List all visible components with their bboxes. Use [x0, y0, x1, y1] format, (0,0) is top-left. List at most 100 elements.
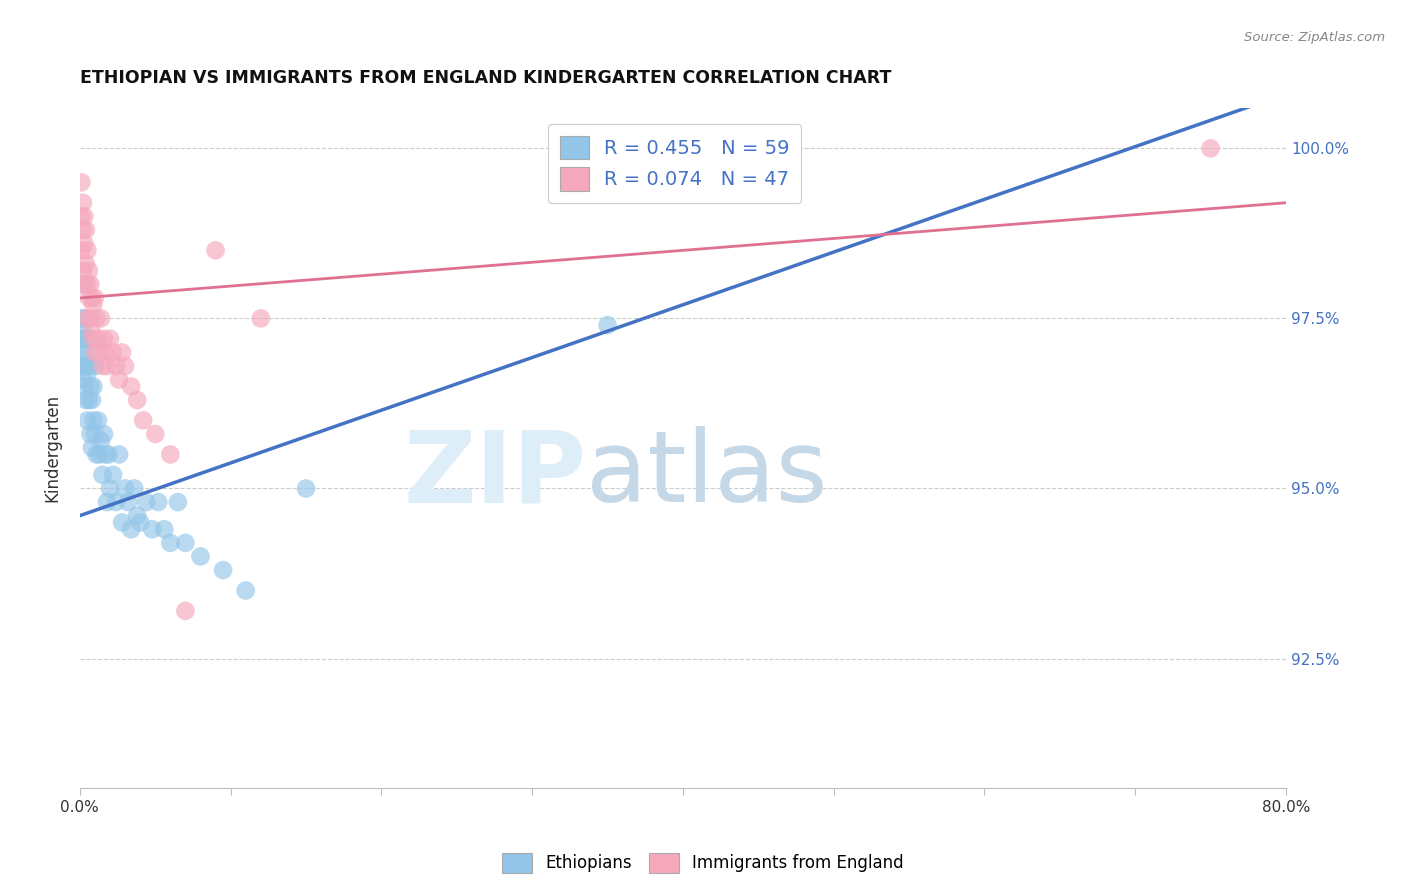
- Point: [295, 482, 318, 496]
- Point: [76, 277, 98, 292]
- Point: [93, 332, 115, 346]
- Point: [96, 495, 118, 509]
- Point: [75, 223, 97, 237]
- Point: [77, 291, 100, 305]
- Point: [141, 522, 163, 536]
- Point: [80, 392, 103, 407]
- Point: [117, 495, 139, 509]
- Text: Source: ZipAtlas.com: Source: ZipAtlas.com: [1244, 31, 1385, 45]
- Point: [1199, 141, 1222, 155]
- Point: [76, 332, 98, 346]
- Point: [143, 427, 166, 442]
- Point: [89, 447, 111, 461]
- Point: [122, 482, 145, 496]
- Point: [90, 311, 112, 326]
- Point: [70, 359, 93, 373]
- Point: [72, 277, 94, 292]
- Point: [212, 563, 235, 577]
- Point: [91, 359, 114, 373]
- Point: [249, 311, 271, 326]
- Point: [80, 291, 103, 305]
- Point: [82, 413, 104, 427]
- Point: [159, 447, 181, 461]
- Point: [73, 359, 96, 373]
- Point: [98, 332, 121, 346]
- Point: [97, 447, 120, 461]
- Point: [159, 536, 181, 550]
- Point: [120, 522, 142, 536]
- Point: [76, 311, 98, 326]
- Point: [93, 427, 115, 442]
- Point: [101, 467, 124, 482]
- Point: [72, 325, 94, 339]
- Point: [77, 392, 100, 407]
- Point: [204, 244, 226, 258]
- Point: [76, 244, 98, 258]
- Point: [77, 264, 100, 278]
- Point: [91, 467, 114, 482]
- Point: [148, 495, 170, 509]
- Point: [153, 522, 176, 536]
- Point: [82, 379, 104, 393]
- Point: [70, 210, 93, 224]
- Point: [98, 482, 121, 496]
- Point: [190, 549, 212, 564]
- Point: [72, 373, 94, 387]
- Point: [75, 345, 97, 359]
- Point: [101, 345, 124, 359]
- Point: [77, 359, 100, 373]
- Point: [84, 291, 107, 305]
- Point: [596, 318, 619, 333]
- Point: [73, 210, 96, 224]
- Point: [72, 264, 94, 278]
- Text: ZIP: ZIP: [404, 426, 586, 524]
- Point: [111, 516, 134, 530]
- Point: [174, 536, 197, 550]
- Point: [70, 175, 93, 189]
- Point: [129, 516, 152, 530]
- Text: atlas: atlas: [586, 426, 828, 524]
- Text: ETHIOPIAN VS IMMIGRANTS FROM ENGLAND KINDERGARTEN CORRELATION CHART: ETHIOPIAN VS IMMIGRANTS FROM ENGLAND KIN…: [80, 69, 891, 87]
- Point: [73, 332, 96, 346]
- Legend: R = 0.455   N = 59, R = 0.074   N = 47: R = 0.455 N = 59, R = 0.074 N = 47: [548, 124, 801, 202]
- Point: [79, 427, 101, 442]
- Point: [70, 311, 93, 326]
- Point: [96, 359, 118, 373]
- Point: [73, 379, 96, 393]
- Point: [108, 373, 131, 387]
- Point: [75, 359, 97, 373]
- Point: [79, 311, 101, 326]
- Point: [82, 298, 104, 312]
- Point: [80, 325, 103, 339]
- Point: [76, 413, 98, 427]
- Point: [108, 447, 131, 461]
- Point: [111, 345, 134, 359]
- Point: [84, 345, 107, 359]
- Point: [84, 427, 107, 442]
- Point: [86, 311, 108, 326]
- Point: [135, 495, 157, 509]
- Point: [235, 583, 257, 598]
- Point: [70, 244, 93, 258]
- Point: [82, 332, 104, 346]
- Point: [79, 277, 101, 292]
- Point: [72, 223, 94, 237]
- Point: [70, 332, 93, 346]
- Point: [87, 332, 110, 346]
- Point: [167, 495, 190, 509]
- Point: [90, 434, 112, 448]
- Point: [87, 413, 110, 427]
- Point: [72, 345, 94, 359]
- Point: [75, 257, 97, 271]
- Point: [94, 447, 117, 461]
- Point: [132, 413, 155, 427]
- Point: [73, 311, 96, 326]
- Point: [75, 392, 97, 407]
- Point: [86, 447, 108, 461]
- Point: [120, 379, 142, 393]
- Point: [89, 345, 111, 359]
- Point: [73, 277, 96, 292]
- Point: [105, 359, 128, 373]
- Point: [174, 604, 197, 618]
- Point: [80, 441, 103, 455]
